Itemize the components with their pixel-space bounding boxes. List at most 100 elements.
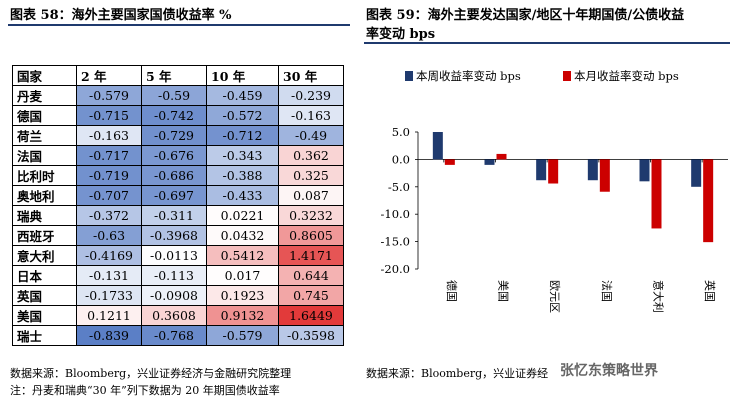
table-row: 荷兰 -0.163 -0.729 -0.712 -0.49 [12,125,344,146]
country-cell: 西班牙 [12,225,77,246]
header-5y: 5 年 [141,65,207,86]
yield-cell: 0.1923 [206,285,279,306]
table-row: 法国 -0.717 -0.676 -0.343 0.362 [12,145,344,166]
yield-cell: 0.3608 [141,305,207,326]
yield-cell: -0.239 [278,85,344,106]
country-cell: 奥地利 [12,185,77,206]
right-title-line1: 图表 59：海外主要发达国家/地区十年期国债/公债收益 [366,8,685,23]
left-note: 注：丹麦和瑞典“30 年”列下数据为 20 年期国债收益率 [10,384,280,397]
y-tick-label: 5.0 [392,125,410,139]
yield-cell: -0.768 [141,325,207,346]
yield-cell: -0.697 [141,185,207,206]
bond-yield-change-chart: 本周收益率变动 bps 本月收益率变动 bps 5.0 0.0 -5.0 -10.0 -… [381,69,728,313]
country-cell: 法国 [12,145,77,166]
bar-monthly [548,159,559,184]
yield-cell: 1.4171 [278,245,344,266]
header-30y: 30 年 [278,65,344,86]
yield-cell: -0.715 [76,105,142,126]
table-row: 英国 -0.1733 -0.0908 0.1923 0.745 [12,285,344,306]
x-category-label: 美国 [497,280,510,302]
bar-monthly [496,153,507,160]
yield-cell: -0.712 [206,125,279,146]
table-row: 美国 0.1211 0.3608 0.9132 1.6449 [12,305,344,326]
table-row: 瑞士 -0.839 -0.768 -0.579 -0.3598 [12,325,344,346]
country-cell: 美国 [12,305,77,326]
yield-cell: -0.0908 [141,285,207,306]
header-country: 国家 [12,65,77,86]
yield-cell: -0.686 [141,165,207,186]
country-cell: 比利时 [12,165,77,186]
bar-weekly [484,159,495,165]
table-row: 奥地利 -0.707 -0.697 -0.433 0.087 [12,185,344,206]
legend-swatch-monthly [563,71,571,81]
yield-cell: 0.325 [278,165,344,186]
header-2y: 2 年 [76,65,142,86]
y-tick-label: -15.0 [381,235,411,249]
yield-table: 国家 2 年 5 年 10 年 30 年 丹麦 -0.579 -0.59 -0.459… [12,65,344,346]
table-row: 比利时 -0.719 -0.686 -0.388 0.325 [12,165,344,186]
yield-cell: -0.163 [76,125,142,146]
yield-cell: -0.433 [206,185,279,206]
yield-cell: 0.8605 [278,225,344,246]
right-title-rule [364,42,730,44]
yield-cell: -0.839 [76,325,142,346]
x-category-label: 英国 [703,280,717,302]
yield-cell: -0.4169 [76,245,142,266]
legend-label-weekly: 本周收益率变动 bps [416,69,521,83]
bar-monthly [703,159,714,243]
country-cell: 瑞士 [12,325,77,346]
y-tick-label: 0.0 [392,152,410,166]
header-10y: 10 年 [206,65,279,86]
table-row: 瑞典 -0.372 -0.311 0.0221 0.3232 [12,205,344,226]
table-row: 德国 -0.715 -0.742 -0.572 -0.163 [12,105,344,126]
bar-weekly [691,159,702,187]
x-category-label: 德国 [445,280,459,302]
x-category-label: 欧元区 [548,280,561,313]
legend-swatch-weekly [405,71,413,81]
right-title-line2: 率变动 bps [366,27,436,42]
x-category-label: 法国 [600,280,614,302]
yield-cell: -0.131 [76,265,142,286]
yield-cell: -0.676 [141,145,207,166]
bar-weekly [639,159,650,182]
yield-cell: -0.459 [206,85,279,106]
yield-cell: 0.087 [278,185,344,206]
country-cell: 瑞典 [12,205,77,226]
bar-monthly [599,159,610,192]
country-cell: 意大利 [12,245,77,266]
bar-weekly [536,159,547,181]
x-category-label: 意大利 [652,280,666,313]
yield-cell: 0.5412 [206,245,279,266]
yield-cell: -0.372 [76,205,142,226]
yield-cell: -0.113 [141,265,207,286]
yield-cell: -0.0113 [141,245,207,266]
yield-cell: 0.9132 [206,305,279,326]
left-source: 数据来源：Bloomberg，兴业证券经济与金融研究院整理 [10,367,292,380]
yield-cell: -0.311 [141,205,207,226]
country-cell: 英国 [12,285,77,306]
yield-cell: -0.742 [141,105,207,126]
bar-monthly [444,159,455,165]
yield-cell: -0.579 [206,325,279,346]
yield-cell: -0.719 [76,165,142,186]
watermark: 张忆东策略世界 [560,363,658,379]
yield-table-body: 丹麦 -0.579 -0.59 -0.459 -0.239 德国 -0.715 -0.742-… [12,85,344,346]
bar-weekly [587,159,598,181]
yield-cell: -0.3968 [141,225,207,246]
y-tick-label: -20.0 [381,262,411,276]
yield-table-header-row: 国家 2 年 5 年 10 年 30 年 [12,65,344,86]
yield-cell: -0.572 [206,105,279,126]
yield-cell: -0.59 [141,85,207,106]
country-cell: 日本 [12,265,77,286]
y-tick-label: -10.0 [381,207,411,221]
table-row: 日本 -0.131 -0.113 0.017 0.644 [12,265,344,286]
bar-weekly [432,132,443,160]
legend-label-monthly: 本月收益率变动 bps [574,69,679,83]
yield-cell: -0.717 [76,145,142,166]
yield-cell: -0.163 [278,105,344,126]
country-cell: 德国 [12,105,77,126]
yield-cell: 0.0432 [206,225,279,246]
yield-cell: 0.017 [206,265,279,286]
yield-cell: 0.0221 [206,205,279,226]
yield-cell: -0.707 [76,185,142,206]
